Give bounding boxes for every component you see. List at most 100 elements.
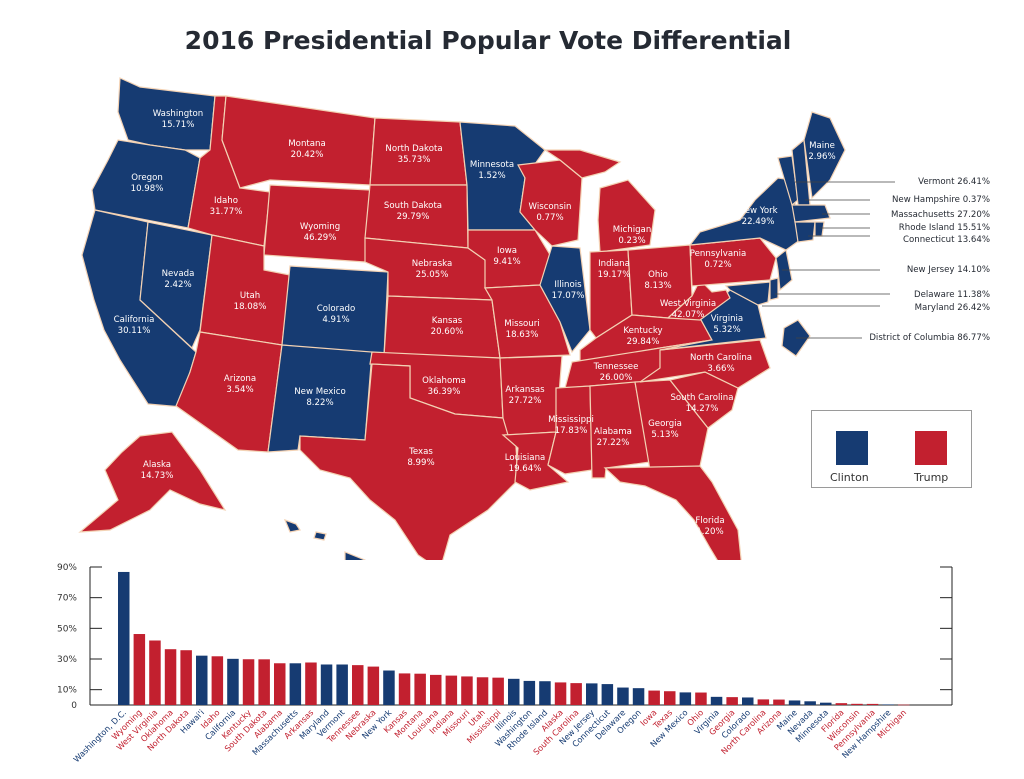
map-label-pct: 27.22%: [597, 438, 630, 448]
bar-alaska: [554, 682, 567, 705]
map-label-pct: 27.72%: [509, 396, 542, 406]
bar-oregon: [632, 688, 645, 705]
map-label-pct: 8.13%: [644, 281, 671, 291]
map-label-pct: 25.05%: [416, 270, 449, 280]
map-label-state: Virginia: [711, 314, 743, 324]
bar-pennsylvania: [866, 703, 879, 705]
map-label-pct: 5.32%: [713, 325, 740, 335]
map-label-state: New Mexico: [294, 387, 345, 397]
map-label-pct: 1.20%: [696, 527, 723, 537]
bar-connecticut: [601, 684, 614, 705]
map-label-state: New York: [738, 206, 777, 216]
bar-minnesota: [820, 702, 832, 705]
bar-ohio: [695, 692, 707, 705]
map-label-pct: 30.11%: [118, 326, 151, 336]
map-label-state: Arizona: [224, 374, 256, 384]
map-label-pct: 42.07%: [672, 310, 705, 320]
state-massachusetts: [791, 204, 831, 223]
map-label-state: Georgia: [648, 419, 682, 429]
map-label-state: Oregon: [131, 173, 163, 183]
map-label-state: Nebraska: [412, 259, 453, 269]
map-label-state: Kansas: [432, 316, 463, 326]
callout-label: Rhode Island 15.51%: [899, 223, 990, 233]
map-label-state: South Carolina: [670, 393, 733, 403]
bar-utah: [476, 677, 489, 705]
y-tick-label: 90%: [57, 563, 77, 573]
bar-maine: [788, 700, 801, 705]
bar-washington-d-c-: [118, 571, 130, 705]
state-nevada: [139, 221, 213, 350]
map-label-state: Wisconsin: [529, 202, 572, 212]
bar-illinois: [508, 678, 520, 705]
map-label-state: Michigan: [613, 225, 652, 235]
bar-maryland: [320, 664, 333, 705]
bar-georgia: [726, 697, 738, 705]
map-label-pct: 3.54%: [226, 385, 253, 395]
map-label-state: Florida: [695, 516, 724, 526]
map-label-state: Wyoming: [300, 222, 340, 232]
callout-leaders: [762, 181, 895, 339]
bar-north-carolina: [757, 699, 770, 705]
state-maryland: [724, 281, 771, 306]
map-label-pct: 19.17%: [598, 270, 631, 280]
map-label-state: Alabama: [594, 427, 632, 437]
map-label-state: Texas: [408, 447, 433, 457]
callout-label: Delaware 11.38%: [914, 290, 990, 300]
state-florida: [603, 465, 742, 560]
bar-wyoming: [133, 634, 146, 705]
bar-kentucky: [242, 659, 255, 705]
map-label-pct: 20.60%: [431, 327, 464, 337]
callout-label: Massachusetts 27.20%: [891, 210, 990, 220]
bar-kansas: [398, 673, 411, 705]
map-label-pct: 17.83%: [555, 426, 588, 436]
map-label-state: Oklahoma: [422, 376, 466, 386]
map-label-state: Minnesota: [470, 160, 514, 170]
map-label-pct: 5.13%: [651, 430, 678, 440]
map-label-pct: 8.99%: [407, 458, 434, 468]
map-label-state: Arkansas: [505, 385, 545, 395]
map-label-state: North Carolina: [690, 353, 752, 363]
map-label-pct: 29.79%: [397, 212, 430, 222]
bar-nevada: [804, 701, 816, 705]
map-label-state: Louisiana: [505, 453, 546, 463]
map-label-state: South Dakota: [384, 201, 442, 211]
map-label-state: Kentucky: [623, 326, 662, 336]
y-tick-label: 0: [71, 701, 77, 711]
map-label-pct: 0.72%: [704, 260, 731, 270]
callout-label: District of Columbia 86.77%: [869, 333, 990, 343]
bar-arizona: [773, 699, 785, 705]
bar-south-dakota: [258, 659, 270, 705]
map-label-pct: 31.77%: [210, 207, 243, 217]
bar-iowa: [648, 690, 660, 705]
state-illinois: [539, 245, 591, 354]
legend-label-trump: Trump: [914, 471, 949, 484]
state-texas: [299, 363, 519, 560]
callout-label: New Hampshire 0.37%: [892, 195, 990, 205]
bar-idaho: [211, 656, 224, 705]
bar-massachusetts: [289, 663, 302, 705]
callout-label: Maryland 26.42%: [915, 303, 990, 313]
bar-south-carolina: [570, 683, 582, 705]
map-label-pct: 26.00%: [600, 373, 633, 383]
